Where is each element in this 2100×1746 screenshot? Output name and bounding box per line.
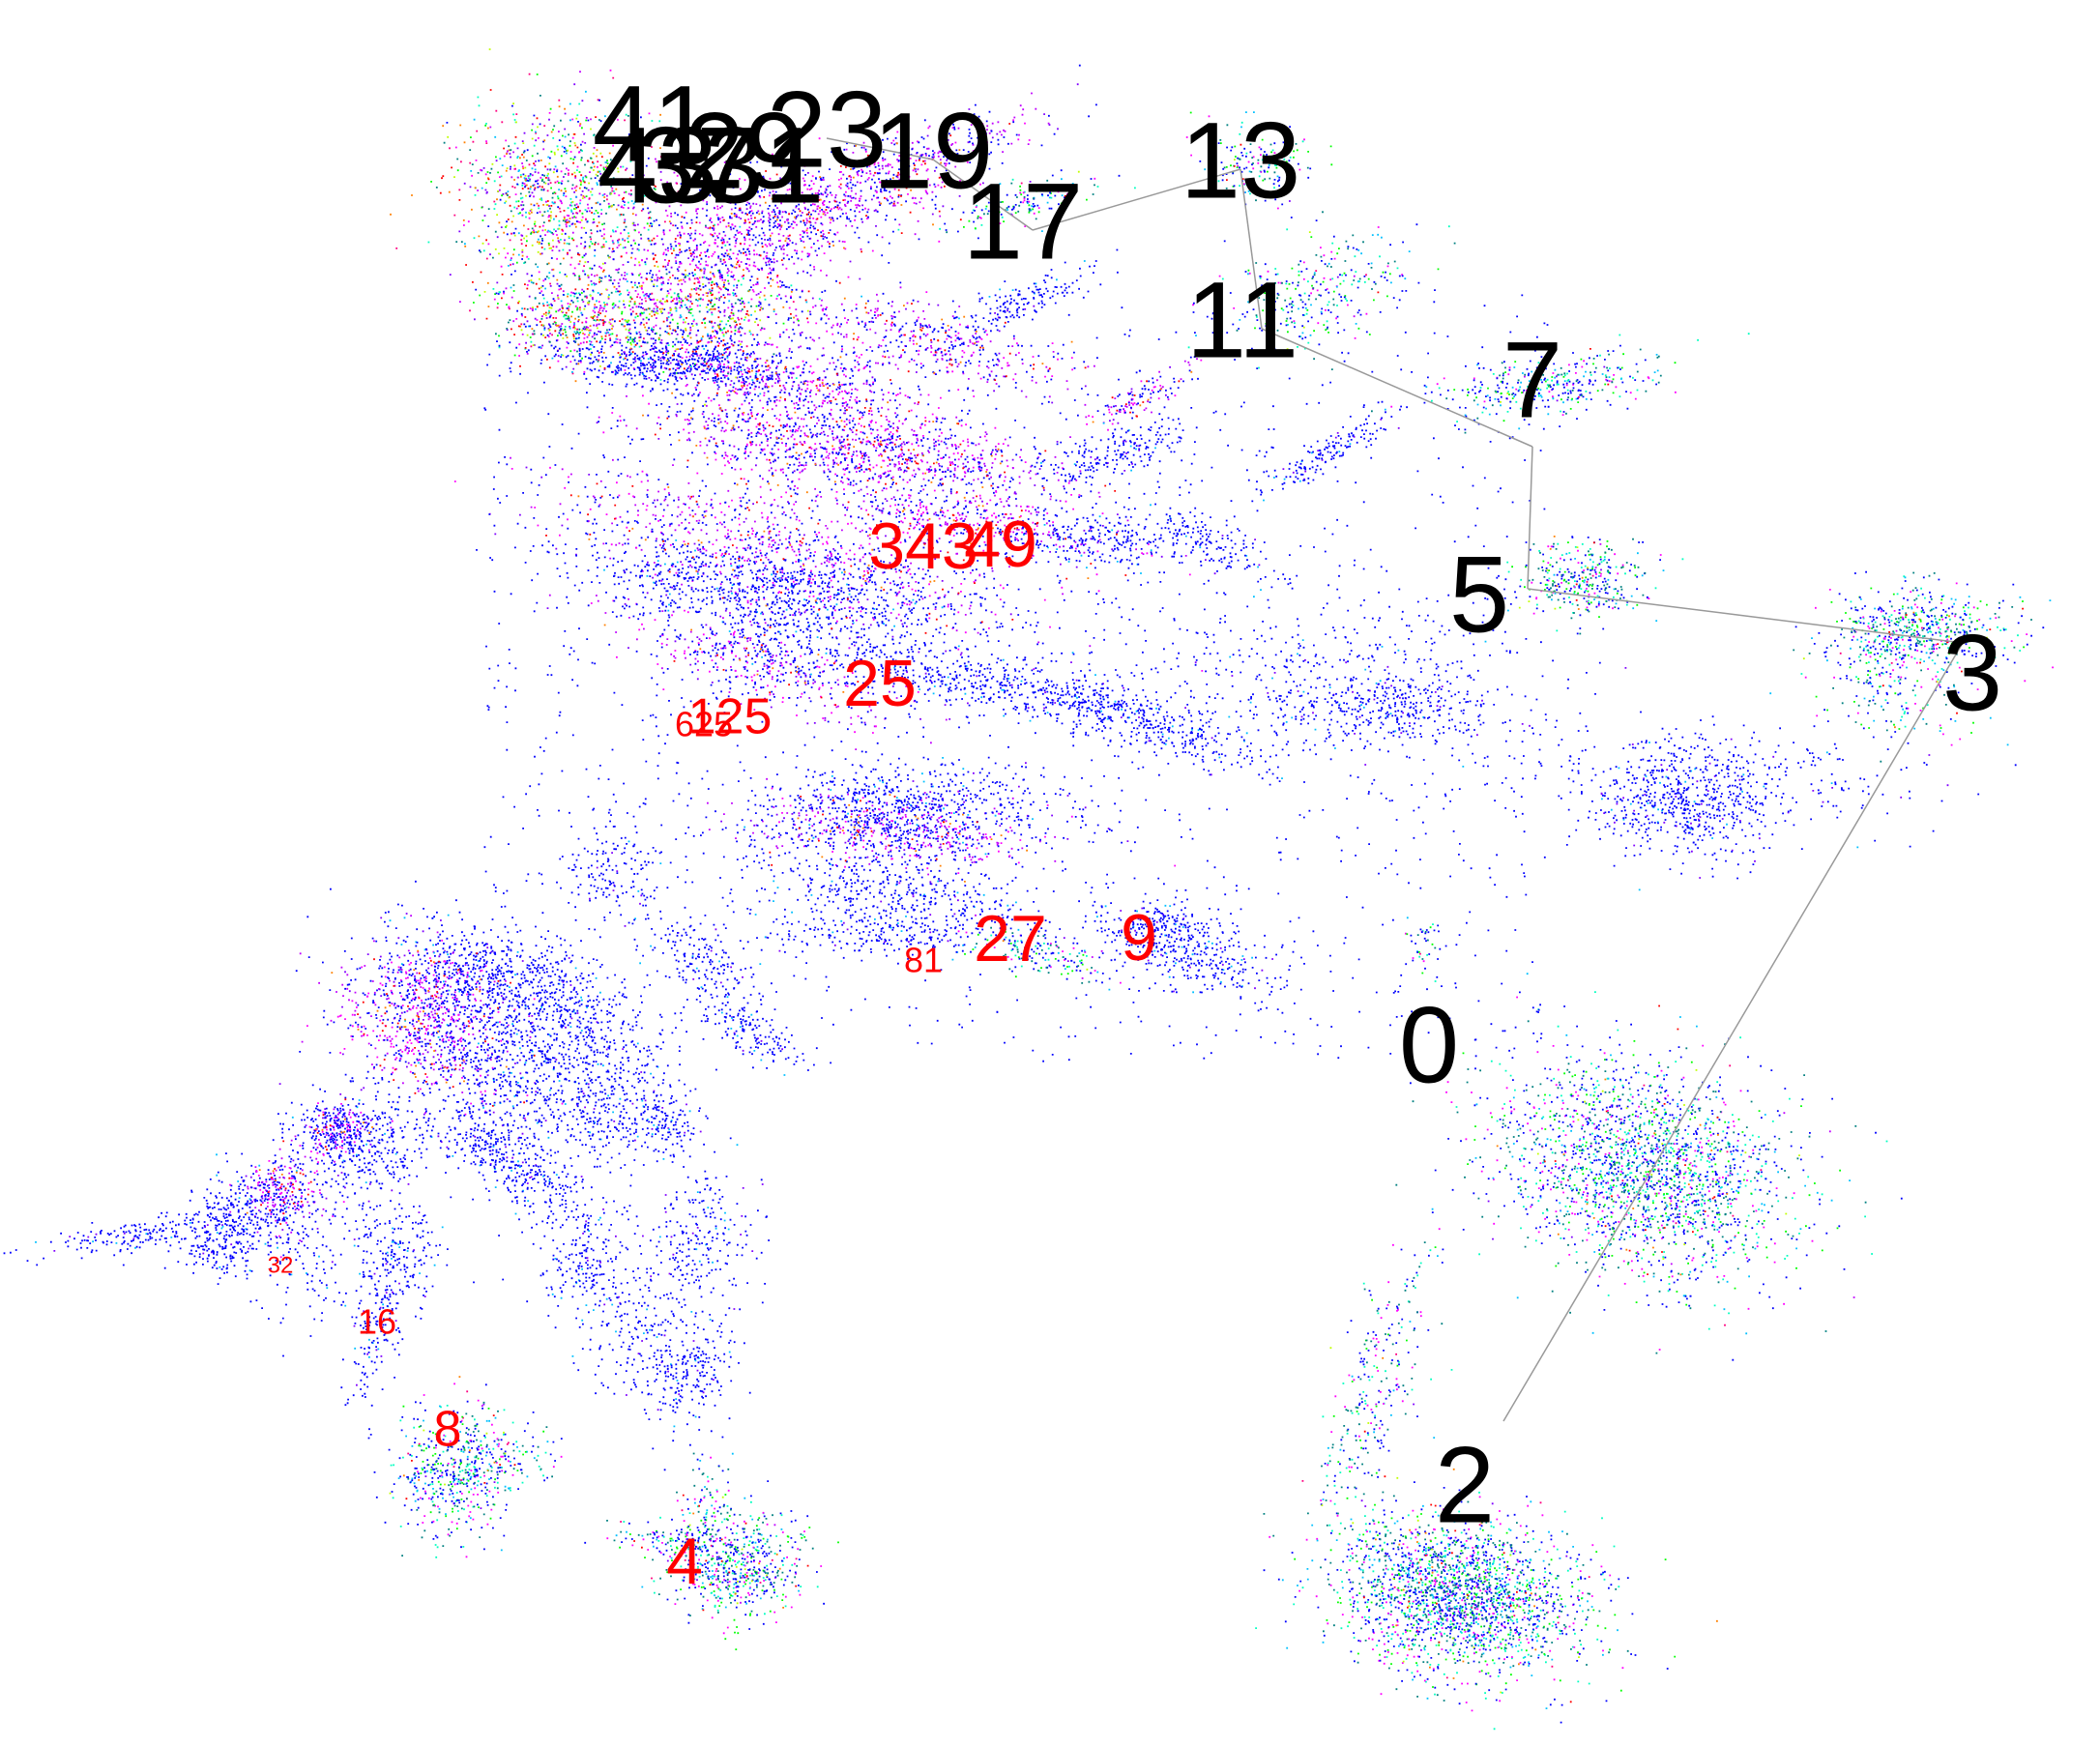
- cluster-label-2: 2: [1435, 1425, 1495, 1546]
- point-group-1: [229, 71, 1963, 1628]
- cluster-label-81: 81: [904, 941, 943, 980]
- cluster-label-31: 31: [704, 105, 825, 226]
- cluster-label-29: 29: [685, 91, 805, 212]
- edge-3-5: [1527, 588, 1964, 644]
- cluster-label-37: 37: [636, 105, 757, 226]
- point-group-4: [395, 73, 1923, 1679]
- edge-2-3: [1502, 642, 1964, 1422]
- edge-7-11: [1261, 328, 1533, 448]
- edge-19-23: [826, 137, 934, 160]
- cluster-label-41: 41: [593, 64, 714, 185]
- cluster-label-19: 19: [873, 91, 994, 212]
- point-group-9: [401, 95, 2032, 1702]
- edge-11-13: [1240, 168, 1263, 330]
- cluster-label-27: 27: [974, 902, 1047, 975]
- cluster-label-0: 0: [1399, 985, 1459, 1106]
- point-group-3: [229, 69, 2054, 1712]
- cluster-label-43: 43: [598, 105, 718, 226]
- cluster-label-3: 3: [1942, 613, 2002, 734]
- point-group-8: [246, 105, 1950, 1679]
- edge-17-19: [932, 159, 1034, 231]
- cluster-label-8: 8: [434, 1402, 462, 1458]
- cluster-label-5: 5: [1449, 535, 1509, 655]
- edge-13-17: [1032, 168, 1241, 231]
- cluster-label-13: 13: [1181, 101, 1301, 221]
- point-group-7: [3, 64, 2045, 1724]
- point-group-10: [260, 89, 2024, 1703]
- cluster-label-17: 17: [963, 161, 1084, 282]
- cluster-label-125: 125: [688, 689, 773, 745]
- cluster-label-343: 343: [868, 509, 977, 583]
- cluster-label-16: 16: [358, 1302, 396, 1342]
- cluster-label-25: 25: [843, 647, 917, 720]
- cluster-label-32: 32: [268, 1252, 294, 1278]
- cluster-label-49: 49: [964, 508, 1037, 581]
- cluster-label-11: 11: [1186, 260, 1298, 381]
- edge-5-7: [1527, 446, 1533, 590]
- points-layer: [3, 48, 2054, 1731]
- cluster-label-23: 23: [767, 70, 888, 190]
- cluster-label-4: 4: [666, 1525, 703, 1598]
- cluster-label-7: 7: [1502, 320, 1562, 441]
- point-group-11: [389, 48, 1988, 1694]
- cluster-label-625: 625: [675, 705, 733, 744]
- point-group-2: [53, 83, 1949, 1677]
- cluster-label-9: 9: [1121, 901, 1157, 975]
- edges-layer: [826, 137, 1964, 1422]
